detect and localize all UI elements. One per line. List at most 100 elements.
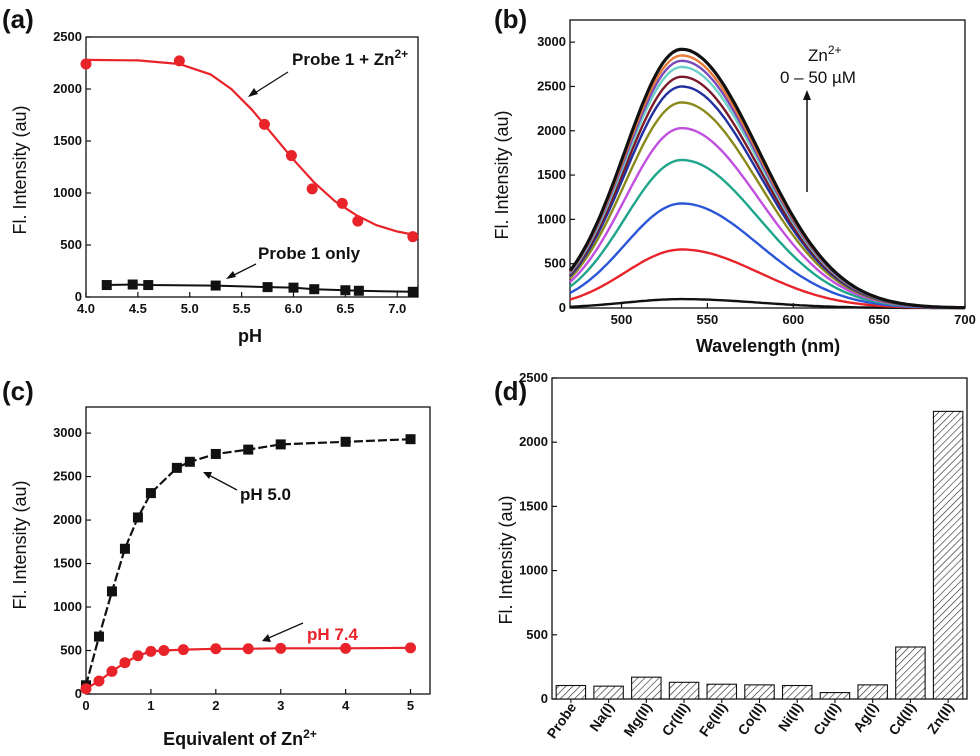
panel-d-category-label: Cr(III) [658, 700, 692, 739]
panel-d-ytick-label: 2500 [519, 370, 548, 385]
annotation-zn-range: Zn2+ [808, 43, 842, 65]
panel-d-ytick-label: 1500 [519, 498, 548, 513]
panel-c-point-ph74 [119, 657, 131, 669]
panel-c-point-ph74 [145, 645, 157, 657]
arrowhead [203, 472, 212, 479]
panel-c-point-ph50 [405, 434, 416, 445]
panel-b-xtick-label: 500 [611, 312, 633, 327]
panel-d-bar [706, 683, 738, 700]
panel-a-point-probe1-only [309, 284, 320, 295]
panel-c-xtick-label: 4 [342, 698, 350, 713]
panel-a-xtick-label: 5.0 [181, 301, 199, 316]
arrowhead [226, 271, 236, 279]
panel-d-ytick-label: 2000 [519, 434, 548, 449]
panel-a-point-probe1-zn [80, 58, 92, 70]
panel-b-spectrum-line [568, 47, 966, 310]
panel-a-xtick-label: 4.5 [129, 301, 147, 316]
panel-b-spectrum-line [569, 248, 965, 310]
panel-b-ytick-label: 2000 [537, 123, 566, 138]
panel-c-ytick-label: 500 [60, 643, 82, 658]
panel-b-ytick-label: 1500 [537, 167, 566, 182]
panel-b-ytick-label: 1000 [537, 211, 566, 226]
panel-c-ytick-label: 3000 [53, 425, 82, 440]
annotation-ph50: pH 5.0 [240, 485, 291, 504]
panel-c-point-ph74 [210, 643, 222, 655]
panel-c-point-ph50 [93, 631, 104, 642]
panel-d-category-label: Zn(II) [924, 700, 957, 737]
panel-a-point-probe1-only [210, 280, 221, 291]
panel-c-plot-frame [85, 406, 431, 695]
arrowhead [262, 634, 271, 642]
panel-a-point-probe1-only [101, 280, 112, 291]
panel-a-ytick-label: 2500 [53, 29, 82, 44]
annotation-ph74: pH 7.4 [307, 625, 359, 644]
panel-c-point-ph50 [145, 488, 156, 499]
panel-a-fit-line-probe1-zn [85, 58, 414, 236]
panel-c-xtick-label: 0 [82, 698, 89, 713]
panel-c-xlabel: Equivalent of Zn2+ [163, 727, 317, 749]
panel-b-xtick-label: 650 [868, 312, 890, 327]
panel-c-point-ph74 [340, 642, 352, 654]
panel-c-point-ph50 [210, 448, 221, 459]
panel-b-ytick-label: 3000 [537, 34, 566, 49]
panel-d-category-label: Ag(I) [850, 700, 881, 735]
panel-a-point-probe1-only [340, 285, 351, 296]
panel-c-point-ph50 [275, 439, 286, 450]
panel-c-xtick-label: 2 [212, 698, 219, 713]
panel-d-bar [932, 410, 964, 700]
panel-a-plot-frame [85, 36, 419, 298]
panel-d-bar [593, 685, 624, 700]
panel-a-xtick-label: 7.0 [388, 301, 406, 316]
panel-a-xtick-label: 5.5 [233, 301, 251, 316]
panel-c-point-ph74 [80, 683, 92, 695]
panel-d-category-label: Cd(II) [885, 700, 919, 738]
panel-label-d: (d) [494, 376, 527, 406]
panel-b-xtick-label: 600 [782, 312, 804, 327]
panel-d-bar [744, 684, 775, 700]
panel-b-ylabel: Fl. Intensity (au) [492, 110, 512, 239]
panel-d-bar [895, 646, 926, 700]
arrowhead [248, 88, 258, 97]
panel-c-ytick-label: 1500 [53, 556, 82, 571]
panel-d-bar [555, 684, 587, 700]
panel-c-point-ph74 [405, 642, 417, 654]
panel-a-xtick-label: 4.0 [77, 301, 95, 316]
annotation-probe1-zn: Probe 1 + Zn2+ [292, 47, 408, 69]
panel-d-category-label: Probe [543, 699, 579, 741]
panel-a-ytick-label: 1000 [53, 185, 82, 200]
annotation-zn-conc: 0 – 50 µM [780, 68, 856, 87]
panel-c-point-ph74 [177, 644, 189, 656]
panel-c-point-ph50 [243, 444, 254, 455]
panel-c-ytick-label: 0 [75, 686, 82, 701]
panel-a-ytick-label: 500 [60, 237, 82, 252]
panel-d-bar [631, 676, 662, 700]
panel-a-point-probe1-only [353, 285, 364, 296]
panel-a-point-probe1-only [262, 282, 273, 293]
panel-label-b: (b) [494, 4, 527, 34]
panel-a-point-probe1-only [143, 280, 154, 291]
panel-c-xtick-label: 3 [277, 698, 284, 713]
panel-c-point-ph74 [132, 650, 144, 662]
panel-b-xlabel: Wavelength (nm) [696, 336, 840, 356]
panel-c-ytick-label: 2500 [53, 469, 82, 484]
panel-b-spectrum-line [569, 202, 965, 310]
annotation-probe1-only: Probe 1 only [258, 244, 361, 263]
panel-d-bar [668, 681, 700, 700]
panel-b-xtick-label: 700 [954, 312, 976, 327]
panel-d-ytick-label: 1000 [519, 563, 548, 578]
panel-c-xtick-label: 1 [147, 698, 154, 713]
panel-c-point-ph50 [106, 586, 117, 597]
panel-c-point-ph74 [158, 645, 170, 657]
panel-c-ytick-label: 1000 [53, 599, 82, 614]
panel-d-category-label: Mg(II) [620, 700, 655, 740]
panel-a-point-probe1-zn [407, 231, 419, 243]
panel-c-point-ph74 [93, 675, 105, 687]
panel-c-xtick-label: 5 [407, 698, 414, 713]
annotation-arrow-ph74 [263, 622, 304, 641]
panel-b-ytick-label: 500 [544, 256, 566, 271]
panel-a-point-probe1-zn [285, 150, 297, 162]
panel-a-ytick-label: 1500 [53, 133, 82, 148]
panel-d-bar [819, 692, 851, 700]
panel-a-ylabel: Fl. Intensity (au) [10, 105, 30, 234]
